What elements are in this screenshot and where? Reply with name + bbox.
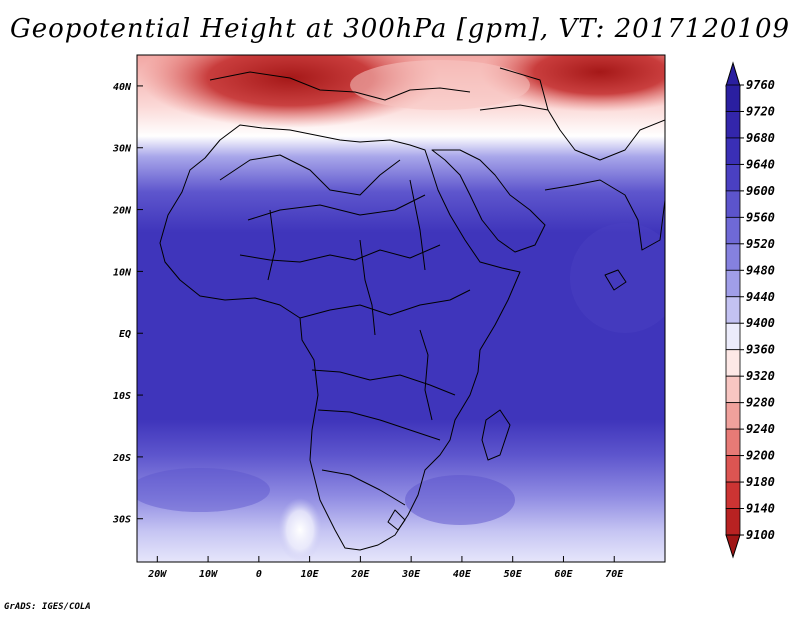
x-tick-label: 10E <box>301 569 320 580</box>
credit-label: GrADS: IGES/COLA <box>4 602 91 612</box>
y-tick-label: EQ <box>119 329 131 340</box>
y-tick-label: 10N <box>113 267 132 278</box>
colorbar-swatch <box>725 243 741 271</box>
y-tick-label: 10S <box>113 391 131 402</box>
coastlines <box>159 67 665 551</box>
colorbar-label: 9280 <box>746 396 775 410</box>
colorbar-swatch <box>725 455 741 483</box>
colorbar-swatch <box>725 164 741 192</box>
map-title: Geopotential Height at 300hPa [gpm], VT:… <box>9 14 791 44</box>
colorbar-label: 9720 <box>746 104 775 118</box>
x-tick-label: 30E <box>401 569 421 580</box>
latitude-axis: 40N 30N 20N 10N EQ 10S 20S 30S <box>112 82 143 526</box>
y-tick-label: 40N <box>113 82 132 93</box>
x-tick-label: 40E <box>453 569 472 580</box>
colorbar-min-arrow <box>725 534 741 559</box>
colorbar-label: 9240 <box>746 422 775 436</box>
plot-frame <box>136 54 666 563</box>
colorbar-swatch <box>725 402 741 430</box>
colorbar-label: 9320 <box>746 369 775 383</box>
colorbar-swatch <box>725 190 741 218</box>
colorbar-label: 9480 <box>746 263 775 277</box>
colorbar-label: 9140 <box>746 502 775 516</box>
x-tick-label: 20W <box>147 569 167 580</box>
colorbar-swatch <box>725 296 741 324</box>
colorbar-swatch <box>725 375 741 404</box>
colorbar-swatch <box>725 84 741 112</box>
colorbar-label: 9400 <box>746 316 775 330</box>
colorbar-swatch <box>725 111 741 139</box>
colorbar-label: 9600 <box>746 184 775 198</box>
colorbar-label: 9440 <box>746 290 775 304</box>
y-tick-label: 30N <box>112 144 132 155</box>
y-tick-label: 30S <box>112 515 131 526</box>
x-tick-label: 50E <box>504 569 523 580</box>
colorbar-label: 9180 <box>746 475 775 489</box>
colorbar-swatch <box>725 322 741 351</box>
longitude-axis: 20W 10W 0 10E 20E 30E 40E 50E 60E 70E <box>147 556 624 580</box>
height-field <box>137 55 665 562</box>
x-tick-label: 10W <box>199 569 218 580</box>
y-tick-label: 20S <box>112 453 131 464</box>
colorbar-label: 9100 <box>746 528 775 542</box>
colorbar: 9760 9720 9680 9640 9600 9560 9520 9480 9440 9400… <box>725 61 775 559</box>
colorbar-swatch <box>725 428 741 456</box>
colorbar-label: 9640 <box>746 157 775 171</box>
colorbar-swatch <box>725 481 741 509</box>
x-tick-label: 20E <box>350 569 370 580</box>
colorbar-label: 9360 <box>746 343 775 357</box>
colorbar-swatch <box>725 216 741 245</box>
x-tick-label: 0 <box>256 569 262 580</box>
colorbar-label: 9680 <box>746 131 775 145</box>
colorbar-label: 9200 <box>746 449 775 463</box>
colorbar-swatch <box>725 508 741 536</box>
colorbar-swatch <box>725 269 741 298</box>
colorbar-label: 9760 <box>746 78 775 92</box>
colorbar-swatch <box>725 349 741 377</box>
x-tick-label: 70E <box>605 569 624 580</box>
x-tick-label: 60E <box>554 569 573 580</box>
colorbar-max-arrow <box>725 61 741 87</box>
colorbar-label: 9520 <box>746 237 775 251</box>
colorbar-label: 9560 <box>746 210 775 224</box>
y-tick-label: 20N <box>112 206 132 217</box>
colorbar-swatch <box>725 137 741 165</box>
